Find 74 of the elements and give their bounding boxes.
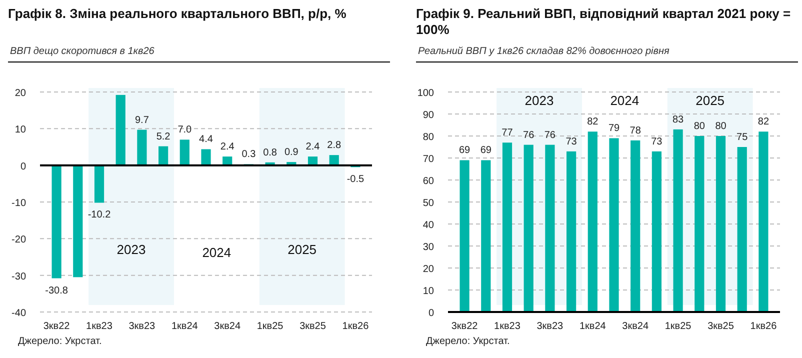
y-tick-label: -20: [12, 234, 26, 246]
data-label: -10.2: [88, 210, 112, 221]
data-label: 0.9: [284, 147, 299, 158]
data-label: 78: [630, 125, 642, 136]
data-label: 2.4: [220, 142, 235, 153]
text: Джерело: Укрстат.: [426, 336, 510, 347]
y-tick-label: -40: [12, 308, 26, 319]
data-label: 73: [651, 136, 663, 148]
data-label: -30.8: [45, 285, 68, 296]
x-tick-label: 1кв23: [494, 321, 521, 332]
x-tick-label: 3кв23: [536, 321, 564, 332]
x-tick-label: 1кв26: [750, 321, 778, 332]
x-tick-label: 3кв22: [451, 321, 478, 332]
data-label: 0.8: [263, 147, 278, 158]
data-label: 77: [502, 128, 514, 139]
y-tick-label: 30: [422, 242, 434, 253]
x-tick-label: 1кв24: [579, 321, 606, 332]
data-label: 76: [544, 130, 556, 141]
y-tick-label: -10: [12, 198, 26, 209]
data-label: 76: [523, 130, 535, 141]
data-label: 82: [758, 116, 770, 128]
y-tick-label: 0: [428, 308, 434, 319]
data-label: 73: [566, 136, 578, 148]
y-tick-label: 80: [422, 132, 434, 143]
x-tick-label: 3кв25: [300, 321, 326, 332]
data-label: 0.3: [242, 149, 256, 160]
x-tick-label: 1кв26: [342, 321, 370, 332]
band-label: 2023: [116, 242, 146, 257]
annotation: 2024: [202, 245, 232, 260]
data-label: 79: [608, 123, 620, 134]
data-label: -0.5: [346, 174, 365, 186]
x-tick-label: 1кв23: [86, 321, 113, 332]
y-tick-label: 100: [417, 88, 434, 99]
band-label: 2023: [524, 93, 554, 108]
data-label: 69: [480, 145, 492, 156]
y-tick-label: 20: [14, 88, 26, 99]
data-label: 75: [736, 132, 748, 143]
x-tick-label: 3кв23: [128, 321, 156, 332]
chart-subtitle: ВВП дещо скоротився в 1кв26: [10, 46, 155, 57]
x-tick-label: 3кв22: [43, 321, 70, 332]
data-label: 2.4: [306, 142, 320, 153]
y-tick-label: 60: [422, 176, 434, 187]
data-label: 80: [694, 121, 706, 132]
data-label: 80: [715, 121, 727, 132]
x-tick-label: 1кв25: [664, 321, 692, 332]
data-label: 9.7: [134, 114, 150, 126]
x-tick-label: 1кв24: [171, 321, 198, 332]
y-tick-label: 70: [422, 154, 434, 165]
data-label: 5.2: [156, 131, 171, 142]
y-tick-label: 10: [422, 286, 434, 297]
y-tick-label: 20: [422, 264, 434, 275]
y-tick-label: 40: [422, 220, 434, 231]
band-label: 2025: [696, 93, 725, 108]
text: Джерело: Укрстат.: [18, 336, 102, 347]
x-tick-label: 3кв24: [214, 321, 241, 332]
data-label: 7.0: [178, 124, 192, 136]
chart-title: Графік 8. Зміна реального квартального ВВП, р/р, %: [8, 6, 347, 21]
data-label: 4.4: [199, 134, 214, 146]
x-tick-label: 1кв25: [256, 321, 284, 332]
y-tick-label: 10: [14, 124, 26, 136]
data-label: 83: [672, 114, 684, 126]
y-tick-label: 0: [20, 161, 26, 172]
y-tick-label: -30: [12, 271, 26, 282]
data-label: 2.8: [327, 140, 342, 152]
data-label: 69: [458, 145, 471, 156]
band-label: 2025: [288, 242, 317, 257]
x-tick-label: 3кв24: [622, 321, 649, 332]
chart-title: Графік 9. Реальний ВВП, відповідний квартал 2021 року = 100%: [416, 6, 791, 37]
y-tick-label: 90: [422, 110, 434, 121]
y-tick-label: 50: [422, 198, 434, 209]
data-label: 82: [587, 116, 599, 128]
chart-subtitle: Реальний ВВП у 1кв26 складав 82% довоєнного рівня: [418, 46, 670, 57]
x-tick-label: 3кв25: [708, 321, 734, 332]
annotation: 2024: [610, 93, 640, 108]
